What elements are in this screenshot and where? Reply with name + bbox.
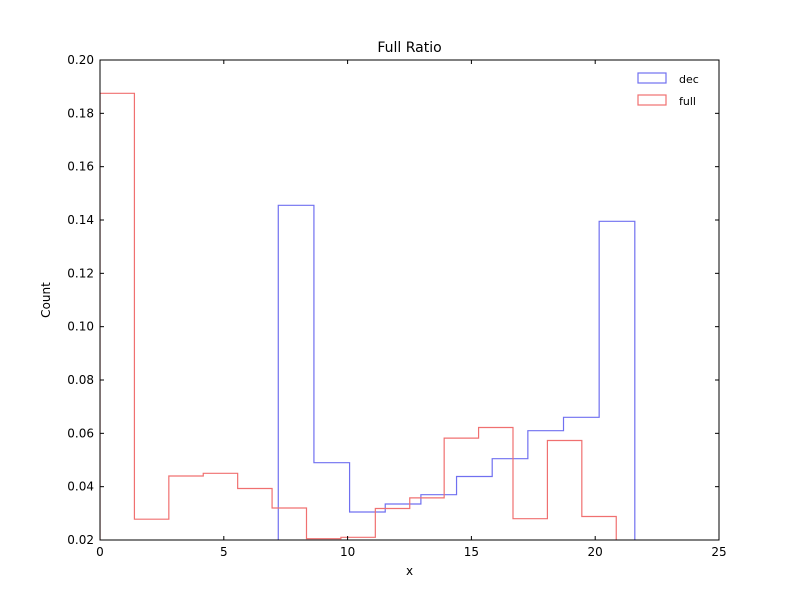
x-axis-label: x	[406, 564, 413, 578]
y-tick-label: 0.16	[67, 160, 94, 174]
y-tick-label: 0.02	[67, 533, 94, 547]
y-axis-label: Count	[39, 282, 53, 318]
chart-title: Full Ratio	[377, 40, 441, 56]
y-tick-label: 0.10	[67, 320, 94, 334]
series-full	[100, 92, 617, 540]
series-dec-outline	[277, 204, 636, 540]
y-tick-label: 0.06	[67, 426, 94, 440]
series-full-outline	[100, 92, 617, 540]
y-tick-label: 0.14	[67, 213, 94, 227]
y-tick-label: 0.20	[67, 53, 94, 67]
legend-item-full: full	[637, 94, 696, 108]
ticks-layer: 0 5 10 15 20 25 0.02 0.04 0.06 0.08 0.10 0.12 0.14 0.…	[67, 53, 726, 559]
plot-frame	[99, 59, 720, 541]
x-tick-label: 15	[464, 545, 479, 559]
x-tick-label: 10	[340, 545, 355, 559]
y-tick-label: 0.08	[67, 373, 94, 387]
plot-area	[100, 60, 719, 540]
x-tick-label: 20	[588, 545, 603, 559]
legend-label-dec: dec	[679, 73, 699, 86]
y-tick-label: 0.18	[67, 106, 94, 120]
x-tick-label: 0	[96, 545, 104, 559]
legend-swatch-full	[637, 94, 667, 106]
series-dec	[277, 204, 636, 540]
series-layer	[100, 92, 636, 540]
y-tick-label: 0.12	[67, 266, 94, 280]
legend: dec full	[637, 72, 699, 108]
legend-label-full: full	[679, 95, 696, 108]
y-tick-label: 0.04	[67, 480, 94, 494]
legend-swatch-dec	[637, 72, 667, 84]
x-tick-label: 25	[711, 545, 726, 559]
x-tick-label: 5	[220, 545, 228, 559]
legend-item-dec: dec	[637, 72, 699, 86]
